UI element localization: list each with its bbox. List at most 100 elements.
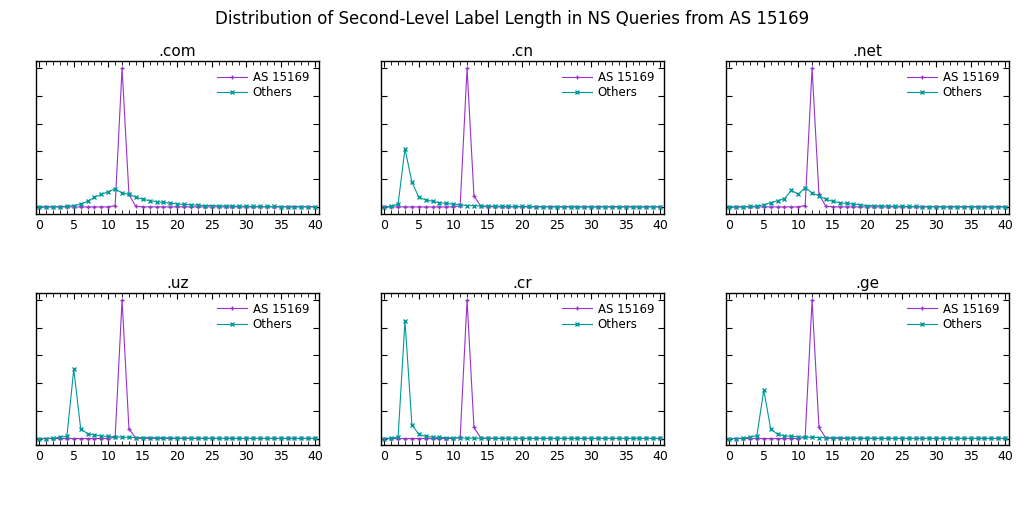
- Others: [109, 434, 121, 440]
- Title: .uz: .uz: [166, 275, 188, 290]
- Others: [88, 432, 100, 438]
- Others: [564, 435, 577, 441]
- AS 15169: [509, 204, 521, 210]
- Others: [896, 435, 908, 441]
- Others: [95, 191, 108, 198]
- Others: [240, 203, 252, 209]
- AS 15169: [267, 435, 280, 441]
- Others: [481, 203, 494, 209]
- AS 15169: [978, 435, 990, 441]
- AS 15169: [398, 204, 411, 210]
- Others: [274, 204, 287, 210]
- AS 15169: [978, 204, 990, 210]
- Others: [654, 435, 667, 441]
- AS 15169: [503, 204, 515, 210]
- AS 15169: [902, 435, 914, 441]
- Others: [723, 204, 735, 210]
- AS 15169: [158, 204, 170, 210]
- AS 15169: [454, 434, 466, 440]
- Others: [240, 435, 252, 441]
- AS 15169: [406, 204, 418, 210]
- Others: [992, 204, 1005, 210]
- Others: [924, 204, 936, 210]
- Others: [551, 204, 563, 210]
- AS 15169: [433, 435, 445, 441]
- AS 15169: [537, 204, 549, 210]
- Others: [164, 435, 176, 441]
- Others: [523, 435, 536, 441]
- Others: [385, 203, 397, 209]
- Others: [599, 204, 611, 210]
- AS 15169: [889, 435, 901, 441]
- AS 15169: [551, 435, 563, 441]
- Others: [47, 435, 59, 441]
- Others: [496, 203, 508, 209]
- Others: [68, 202, 80, 208]
- Others: [523, 203, 536, 209]
- AS 15169: [309, 435, 322, 441]
- Others: [620, 435, 632, 441]
- Others: [426, 434, 438, 440]
- AS 15169: [302, 435, 314, 441]
- Others: [592, 435, 604, 441]
- AS 15169: [54, 204, 67, 210]
- Line: Others: Others: [727, 185, 1008, 209]
- AS 15169: [461, 297, 473, 303]
- Others: [950, 204, 963, 210]
- Others: [88, 194, 100, 200]
- Others: [937, 204, 949, 210]
- Line: Others: Others: [37, 186, 317, 209]
- AS 15169: [219, 435, 231, 441]
- AS 15169: [60, 435, 73, 441]
- AS 15169: [247, 435, 259, 441]
- Others: [861, 435, 873, 441]
- Others: [143, 435, 156, 441]
- Others: [503, 203, 515, 209]
- Others: [571, 435, 584, 441]
- AS 15169: [765, 204, 777, 210]
- AS 15169: [54, 435, 67, 441]
- AS 15169: [916, 204, 929, 210]
- AS 15169: [282, 204, 294, 210]
- AS 15169: [778, 435, 791, 441]
- AS 15169: [874, 435, 887, 441]
- AS 15169: [206, 435, 218, 441]
- AS 15169: [247, 204, 259, 210]
- AS 15169: [950, 204, 963, 210]
- AS 15169: [544, 204, 556, 210]
- Others: [972, 435, 984, 441]
- Others: [398, 317, 411, 324]
- Others: [212, 435, 224, 441]
- AS 15169: [529, 204, 542, 210]
- AS 15169: [647, 204, 659, 210]
- AS 15169: [420, 435, 432, 441]
- Others: [191, 435, 204, 441]
- Others: [226, 435, 239, 441]
- AS 15169: [834, 435, 846, 441]
- AS 15169: [68, 435, 80, 441]
- Others: [82, 198, 94, 204]
- AS 15169: [640, 204, 652, 210]
- AS 15169: [233, 435, 246, 441]
- Others: [902, 203, 914, 209]
- Others: [999, 204, 1012, 210]
- AS 15169: [785, 435, 798, 441]
- Others: [889, 435, 901, 441]
- AS 15169: [136, 435, 148, 441]
- AS 15169: [178, 204, 190, 210]
- AS 15169: [806, 66, 818, 72]
- AS 15169: [143, 435, 156, 441]
- AS 15169: [75, 204, 87, 210]
- Others: [516, 203, 528, 209]
- Others: [778, 196, 791, 202]
- Others: [496, 435, 508, 441]
- Others: [640, 204, 652, 210]
- Others: [765, 200, 777, 206]
- Others: [40, 204, 52, 210]
- Line: AS 15169: AS 15169: [382, 66, 663, 209]
- AS 15169: [972, 435, 984, 441]
- Others: [585, 435, 597, 441]
- AS 15169: [799, 434, 811, 440]
- AS 15169: [171, 204, 183, 210]
- Others: [185, 435, 198, 441]
